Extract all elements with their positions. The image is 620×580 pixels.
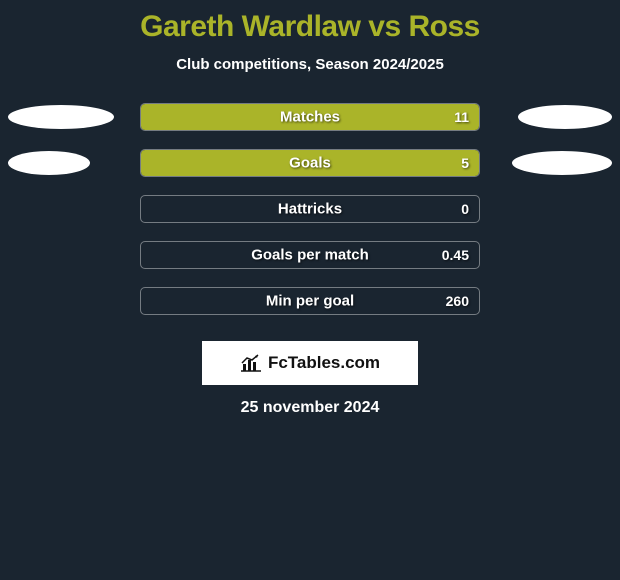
stat-bar: Hattricks0	[140, 195, 480, 223]
stat-row: Goals5	[0, 149, 620, 177]
comparison-widget: Gareth Wardlaw vs Ross Club competitions…	[0, 0, 620, 417]
stat-label: Min per goal	[141, 293, 479, 310]
left-ellipse	[8, 151, 90, 175]
stat-value: 11	[454, 109, 469, 125]
stat-label: Goals	[141, 155, 479, 172]
stat-label: Hattricks	[141, 201, 479, 218]
logo-text: FcTables.com	[268, 353, 380, 373]
footer-date: 25 november 2024	[0, 399, 620, 417]
stat-value: 0	[461, 201, 469, 217]
stat-bar: Goals per match0.45	[140, 241, 480, 269]
right-ellipse	[518, 105, 612, 129]
stats-rows: Matches11 Goals5 Hattricks0 Goals per match…	[0, 103, 620, 315]
stat-bar: Min per goal260	[140, 287, 480, 315]
stat-row: Goals per match0.45	[0, 241, 620, 269]
stat-row: Matches11	[0, 103, 620, 131]
stat-label: Matches	[141, 109, 479, 126]
logo-box[interactable]: FcTables.com	[202, 341, 418, 385]
left-ellipse	[8, 105, 114, 129]
stat-row: Min per goal260	[0, 287, 620, 315]
page-title: Gareth Wardlaw vs Ross	[0, 10, 620, 44]
stat-value: 260	[446, 293, 469, 309]
stat-row: Hattricks0	[0, 195, 620, 223]
stat-value: 0.45	[442, 247, 469, 263]
stat-bar: Matches11	[140, 103, 480, 131]
right-ellipse	[512, 151, 612, 175]
page-subtitle: Club competitions, Season 2024/2025	[0, 56, 620, 73]
stat-value: 5	[461, 155, 469, 171]
stat-bar: Goals5	[140, 149, 480, 177]
stat-label: Goals per match	[141, 247, 479, 264]
chart-logo-icon	[240, 354, 262, 372]
